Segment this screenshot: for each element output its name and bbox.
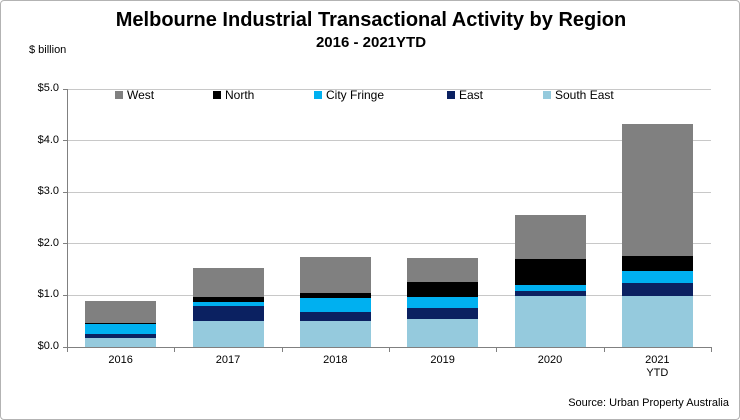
bar-segment-south-east (514, 295, 586, 347)
gridline (67, 88, 711, 90)
bar-segment-city-fringe (299, 298, 371, 312)
bar-segment-city-fringe (407, 297, 479, 309)
bar-segment-west (299, 256, 371, 293)
bar-segment-west (621, 124, 693, 257)
x-axis-tick (603, 348, 605, 352)
y-axis-tick (63, 140, 67, 142)
bar-segment-north (514, 258, 586, 285)
bar-segment-east (407, 308, 479, 320)
y-axis-tick (63, 243, 67, 245)
bar-segment-east (85, 334, 157, 339)
legend-item-west: West (115, 88, 155, 102)
y-axis-tick-label: $2.0 (37, 236, 59, 249)
bar-segment-city-fringe (514, 284, 586, 291)
y-axis-line (67, 89, 68, 347)
gridline (67, 243, 711, 245)
legend-label: South East (555, 88, 614, 102)
x-axis-category-label: 2021 YTD (645, 354, 670, 379)
x-axis-category-label: 2019 (430, 354, 455, 366)
legend-item-city-fringe: City Fringe (314, 88, 385, 102)
bar-segment-west (192, 268, 264, 298)
legend-label: City Fringe (326, 88, 385, 102)
legend-label: North (225, 88, 255, 102)
x-axis-tick (496, 348, 498, 352)
bar-segment-south-east (85, 338, 157, 347)
bar-segment-south-east (299, 321, 371, 347)
chart-subtitle: 2016 - 2021YTD (315, 34, 427, 51)
bar-segment-east (514, 290, 586, 296)
x-axis-category-label: 2016 (108, 354, 133, 366)
y-axis-tick-label: $3.0 (37, 185, 59, 198)
y-axis-tick (63, 88, 67, 90)
legend-item-south-east: South East (543, 88, 614, 102)
bar-segment-south-east (192, 321, 264, 347)
source-note: Source: Urban Property Australia (568, 397, 729, 409)
bar-segment-east (621, 283, 693, 297)
legend-swatch-south-east (543, 91, 551, 99)
legend-swatch-city-fringe (314, 91, 322, 99)
gridline (67, 191, 711, 193)
bar-segment-city-fringe (621, 271, 693, 283)
y-axis-tick-label: $0.0 (37, 340, 59, 352)
bar-segment-north (192, 297, 264, 303)
x-axis-category-label: 2018 (323, 354, 348, 366)
bar-segment-north (621, 256, 693, 272)
legend-swatch-north (213, 91, 221, 99)
x-axis-category-label: 2020 (537, 354, 563, 366)
legend-swatch-east (447, 91, 455, 99)
y-axis-tick-label: $1.0 (37, 288, 59, 301)
x-axis-tick (389, 348, 390, 352)
bar-segment-city-fringe (192, 302, 264, 307)
bar-segment-north (299, 292, 371, 299)
gridline (67, 140, 711, 142)
x-axis-tick (711, 348, 712, 352)
x-axis-tick (67, 348, 68, 352)
legend-item-north: North (213, 88, 255, 102)
x-axis-tick (281, 348, 283, 352)
y-axis-tick (63, 346, 67, 348)
y-axis-tick (63, 294, 67, 296)
gridline (67, 294, 711, 296)
bar-segment-south-east (407, 319, 479, 347)
bar-segment-south-east (621, 296, 693, 347)
y-axis-tick-label: $5.0 (37, 82, 59, 94)
y-axis-tick (63, 191, 67, 193)
bar-segment-west (407, 257, 479, 282)
bar-segment-north (85, 322, 157, 324)
bar-segment-east (192, 306, 264, 322)
y-axis-tick-label: $4.0 (37, 133, 59, 146)
legend-label: West (127, 88, 155, 102)
x-axis-category-label: 2017 (215, 354, 241, 366)
x-axis-tick (174, 348, 176, 352)
chart-title: Melbourne Industrial Transactional Activ… (115, 9, 627, 31)
bar-segment-north (407, 281, 479, 298)
legend-swatch-west (115, 91, 123, 99)
y-axis-unit-label: $ billion (29, 44, 67, 56)
legend-item-east: East (447, 88, 484, 102)
bar-segment-city-fringe (85, 323, 157, 335)
x-axis-line (67, 347, 712, 348)
legend-label: East (459, 88, 484, 102)
bar-segment-east (299, 311, 371, 322)
bar-segment-west (514, 214, 586, 259)
bar-segment-west (85, 301, 157, 323)
